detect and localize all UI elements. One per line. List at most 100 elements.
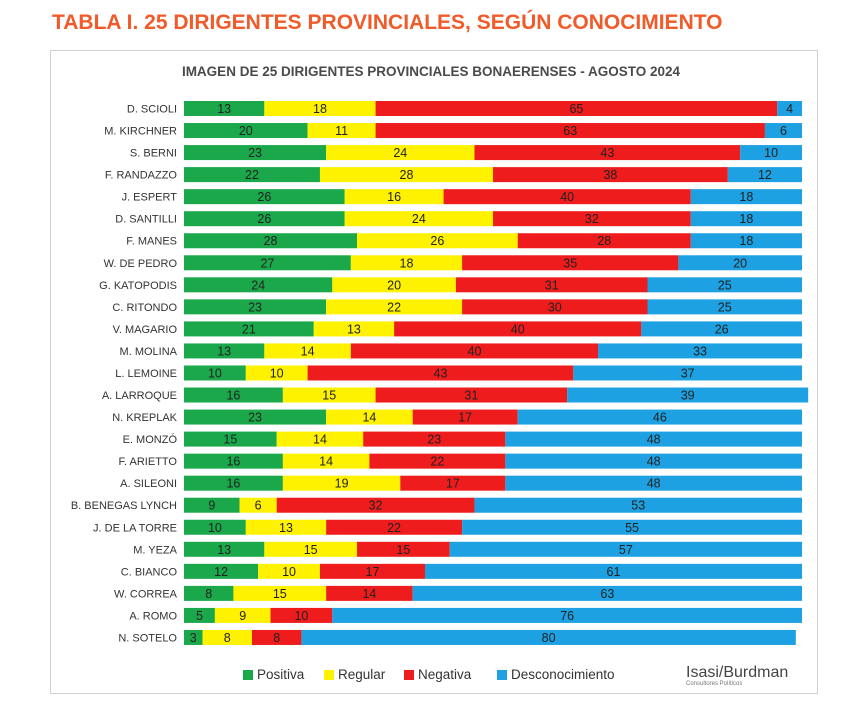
data-label: 20	[387, 278, 401, 292]
data-label: 6	[255, 499, 262, 513]
bar-segment-desconocimiento	[474, 497, 802, 513]
bar-segment-negativa	[369, 453, 506, 469]
bar-segment-positiva	[184, 123, 308, 139]
bar-segment-desconocimiento	[332, 607, 802, 623]
bar-segment-regular	[282, 475, 401, 491]
data-label: 57	[619, 543, 633, 557]
data-label: 32	[585, 212, 599, 226]
data-label: 14	[301, 344, 315, 358]
data-label: 22	[430, 455, 444, 469]
data-label: 76	[560, 609, 574, 623]
category-label: B. BENEGAS LYNCH	[71, 500, 177, 512]
category-label: C. BIANCO	[121, 566, 178, 578]
data-label: 26	[257, 212, 271, 226]
data-label: 10	[282, 565, 296, 579]
bar-segment-negativa	[326, 585, 413, 601]
data-label: 40	[468, 344, 482, 358]
bar-segment-regular	[326, 409, 413, 425]
data-label: 14	[362, 411, 376, 425]
bar-segment-negativa	[326, 519, 463, 535]
bar-segment-desconocimiento	[740, 145, 802, 161]
category-label: V. MAGARIO	[113, 324, 178, 336]
page-title: TABLA I. 25 DIRIGENTES PROVINCIALES, SEG…	[52, 11, 723, 34]
data-label: 21	[242, 322, 256, 336]
legend-swatch	[404, 669, 414, 680]
bar-segment-positiva	[184, 409, 327, 425]
bar-segment-negativa	[307, 365, 574, 381]
bar-segment-regular	[357, 233, 518, 249]
bar-segment-desconocimiento	[505, 431, 802, 447]
bar-segment-regular	[276, 431, 364, 447]
data-label: 35	[563, 256, 577, 270]
bar-segment-regular	[202, 629, 252, 645]
bar-segment-positiva	[184, 145, 327, 161]
data-label: 43	[600, 146, 614, 160]
data-label: 10	[764, 146, 778, 160]
bar-segment-negativa	[375, 123, 765, 139]
bar-segment-negativa	[350, 343, 599, 359]
category-label: A. SILEONI	[120, 478, 177, 490]
data-label: 14	[362, 587, 376, 601]
data-label: 38	[603, 168, 617, 182]
data-label: 18	[313, 102, 327, 116]
brand-logo: Isasi/Burdman Consultores Políticos	[686, 664, 804, 687]
data-label: 23	[248, 300, 262, 314]
bar-segment-positiva	[184, 189, 345, 205]
category-label: E. MONZÓ	[123, 433, 178, 446]
category-label: M. KIRCHNER	[104, 126, 177, 138]
bar-segment-desconocimiento	[690, 189, 802, 205]
data-label: 37	[681, 366, 695, 380]
bar-segment-positiva	[184, 585, 234, 601]
bar-segment-positiva	[184, 387, 283, 403]
bar-segment-regular	[264, 541, 358, 557]
category-label: J. DE LA TORRE	[93, 522, 177, 534]
legend-label: Positiva	[257, 667, 305, 682]
data-label: 18	[739, 212, 753, 226]
data-label: 9	[208, 499, 215, 513]
data-label: 20	[239, 124, 253, 138]
data-label: 9	[239, 609, 246, 623]
data-label: 48	[647, 477, 661, 491]
bar-segment-negativa	[363, 431, 506, 447]
category-label: G. KATOPODIS	[99, 280, 177, 292]
category-label: F. ARIETTO	[119, 456, 178, 468]
data-label: 11	[335, 124, 348, 138]
brand-name: Isasi/Burdman	[686, 664, 789, 681]
legend-item-positiva: Positiva	[243, 667, 304, 682]
bar-segment-desconocimiento	[641, 321, 802, 337]
bar-segment-regular	[307, 123, 376, 139]
chart-title: IMAGEN DE 25 DIRIGENTES PROVINCIALES BON…	[181, 64, 681, 79]
category-label: M. MOLINA	[120, 346, 178, 358]
data-label: 22	[387, 300, 401, 314]
data-label: 55	[625, 521, 639, 535]
bar-segment-regular	[344, 211, 493, 227]
bar-segment-desconocimiento	[690, 233, 802, 249]
bar-segment-negativa	[251, 629, 302, 645]
bar-segment-positiva	[184, 233, 358, 249]
category-label: C. RITONDO	[112, 302, 177, 314]
data-label: 5	[196, 609, 203, 623]
category-label: F. RANDAZZO	[105, 170, 178, 182]
data-label: 17	[458, 411, 472, 425]
bar-segment-positiva	[184, 519, 246, 535]
data-label: 65	[569, 102, 583, 116]
bar-segment-regular	[313, 321, 395, 337]
data-label: 48	[647, 455, 661, 469]
bar-segment-positiva	[184, 607, 215, 623]
legend-swatch	[324, 669, 334, 680]
bar-segment-desconocimiento	[462, 519, 802, 535]
bar-segment-desconocimiento	[517, 409, 802, 425]
bar-segment-regular	[326, 299, 463, 315]
data-label: 20	[733, 256, 747, 270]
data-label: 18	[739, 190, 753, 204]
data-label: 39	[681, 389, 695, 403]
legend-label: Negativa	[418, 667, 472, 682]
bar-segment-desconocimiento	[573, 365, 802, 381]
data-label: 15	[322, 389, 336, 403]
data-label: 6	[780, 124, 787, 138]
legend-label: Desconocimiento	[511, 667, 615, 682]
data-label: 61	[607, 565, 621, 579]
bar-segment-desconocimiento	[567, 387, 809, 403]
category-label: D. SANTILLI	[115, 214, 177, 226]
bar-segment-desconocimiento	[647, 277, 802, 293]
